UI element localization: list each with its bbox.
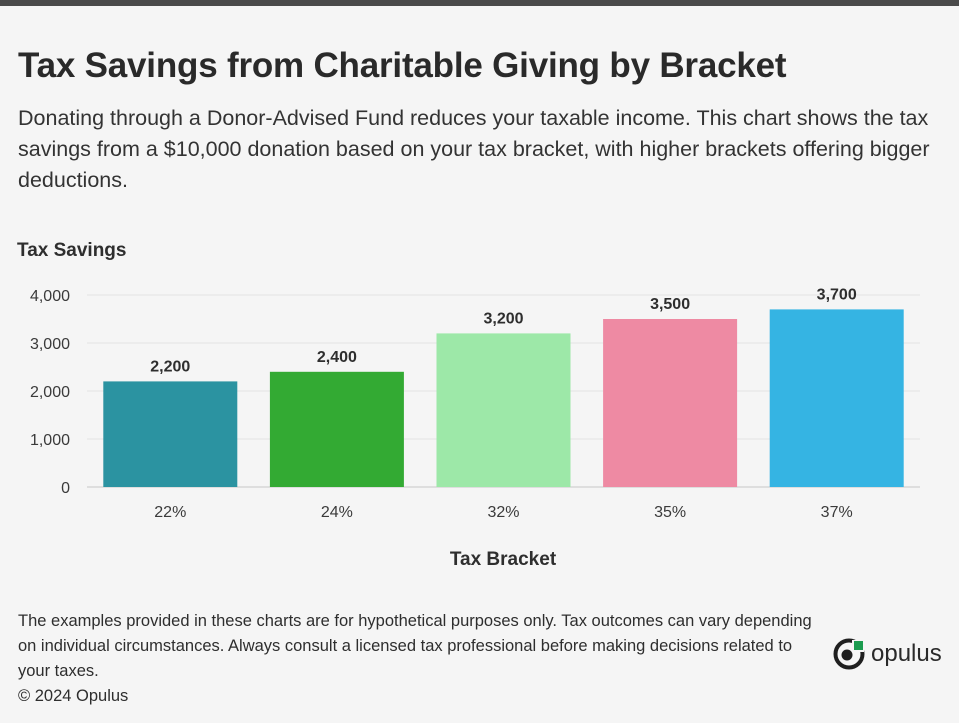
x-tick-label: 37%: [821, 504, 853, 521]
bar: [436, 333, 571, 487]
y-tick-label: 2,000: [30, 384, 70, 401]
y-axis-label: Tax Savings: [17, 240, 126, 261]
brand-name: opulus: [871, 640, 942, 667]
bar-value-labels: 2,200 2,400 3,200 3,500 3,700: [150, 286, 857, 375]
chart-title: Tax Savings from Charitable Giving by Br…: [18, 46, 787, 85]
chart-subtitle: Donating through a Donor-Advised Fund re…: [18, 106, 930, 192]
x-axis-label: Tax Bracket: [450, 549, 557, 570]
bar: [603, 319, 738, 487]
bar: [769, 309, 904, 487]
footnote: The examples provided in these charts ar…: [18, 609, 818, 709]
copyright-text: © 2024 Opulus: [18, 687, 129, 705]
x-tick-label: 24%: [321, 504, 353, 521]
y-tick-label: 4,000: [30, 288, 70, 305]
x-axis-ticks: 22% 24% 32% 35% 37%: [154, 504, 852, 521]
x-tick-label: 35%: [654, 504, 686, 521]
disclaimer-text: The examples provided in these charts ar…: [18, 612, 812, 680]
bar: [103, 381, 238, 487]
bar: [269, 371, 404, 487]
bar-value-label: 2,400: [317, 349, 357, 366]
y-tick-label: 0: [61, 480, 70, 497]
top-border: [0, 0, 959, 6]
y-tick-label: 3,000: [30, 336, 70, 353]
bar-value-label: 2,200: [150, 358, 190, 375]
y-tick-label: 1,000: [30, 432, 70, 449]
x-tick-label: 32%: [487, 504, 519, 521]
bar-value-label: 3,200: [483, 310, 523, 327]
x-tick-label: 22%: [154, 504, 186, 521]
bar-value-label: 3,700: [817, 286, 857, 303]
y-axis-ticks: 0 1,000 2,000 3,000 4,000: [30, 288, 70, 497]
bars: [103, 309, 904, 487]
bar-value-label: 3,500: [650, 296, 690, 313]
opulus-logo-icon: [833, 638, 865, 670]
opulus-brand: opulus: [833, 636, 942, 672]
